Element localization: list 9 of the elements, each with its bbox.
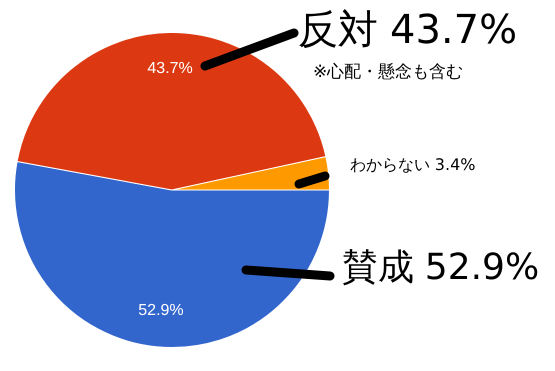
slice-label: 賛成 (342, 247, 414, 288)
text: ※心配・懸念も含む (313, 62, 464, 82)
slice-label: わからない (350, 155, 430, 174)
data-label: 52.9% (138, 302, 184, 320)
text: 43.7% (390, 7, 518, 53)
data-label: 3.4% (434, 155, 476, 174)
slice-label: 反対 (298, 7, 378, 53)
text: 52.9% (424, 247, 540, 288)
data-label: 43.7% (147, 60, 193, 78)
